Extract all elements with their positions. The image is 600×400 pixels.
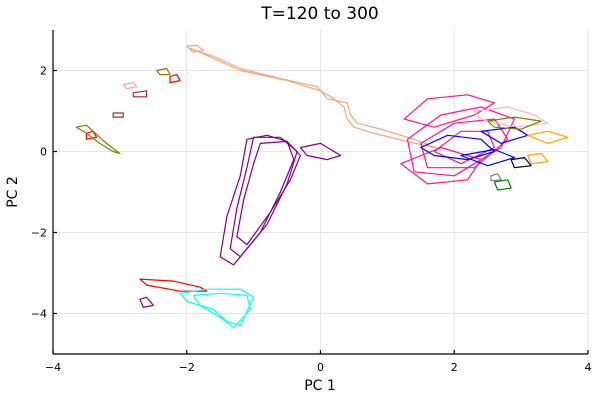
trajectory-trace (192, 292, 251, 329)
y-tick-label: 2 (40, 65, 47, 78)
y-tick-label: −4 (31, 308, 47, 321)
tick-layer: −4 −2 0 2 4 −4 −2 0 2 (31, 65, 592, 375)
trajectory-trace (299, 142, 342, 161)
trajectory-trace (75, 124, 121, 155)
trajectory-trace (420, 118, 509, 169)
y-tick-label: 0 (40, 146, 47, 159)
trajectory-trace (490, 173, 502, 182)
x-tick-label: −4 (45, 361, 61, 374)
trajectory-trace (406, 106, 515, 177)
trajectory-trace (189, 47, 435, 149)
trajectory-trace (179, 288, 255, 327)
x-tick-label: 4 (585, 361, 592, 374)
trajectory-trace (122, 82, 138, 90)
trajectory-trace (420, 134, 495, 161)
trajectory-trace (132, 90, 148, 98)
x-tick-label: 0 (317, 361, 324, 374)
trajectory-trace (139, 296, 154, 308)
trace-layer (75, 44, 569, 329)
y-tick-label: −2 (31, 227, 47, 240)
trajectory-trace (229, 136, 298, 258)
grid-layer (52, 30, 589, 354)
trajectory-trace (139, 278, 208, 292)
trajectory-trace (85, 130, 98, 140)
x-tick-label: 2 (451, 361, 458, 374)
trajectory-trace (527, 152, 549, 165)
trajectory-trace (460, 148, 515, 167)
y-axis-label: PC 2 (5, 176, 21, 208)
trajectory-trace (510, 157, 532, 169)
trajectory-trace (403, 94, 495, 128)
x-tick-label: −2 (179, 361, 195, 374)
trajectory-trace (112, 112, 124, 118)
trajectory-trace (400, 146, 482, 185)
trajectory-trace (236, 140, 301, 246)
trajectory-trace (186, 44, 205, 53)
trajectory-trace (493, 179, 512, 191)
trajectory-trace (487, 116, 542, 130)
trajectory-trace (192, 49, 442, 151)
trajectory-trace (169, 74, 181, 84)
trajectory-trace (527, 130, 569, 144)
x-axis-label: PC 1 (304, 378, 336, 394)
chart-title: T=120 to 300 (260, 4, 378, 24)
trajectory-trace (473, 106, 549, 128)
trajectory-trace (433, 130, 495, 165)
trajectory-trace (156, 67, 171, 76)
